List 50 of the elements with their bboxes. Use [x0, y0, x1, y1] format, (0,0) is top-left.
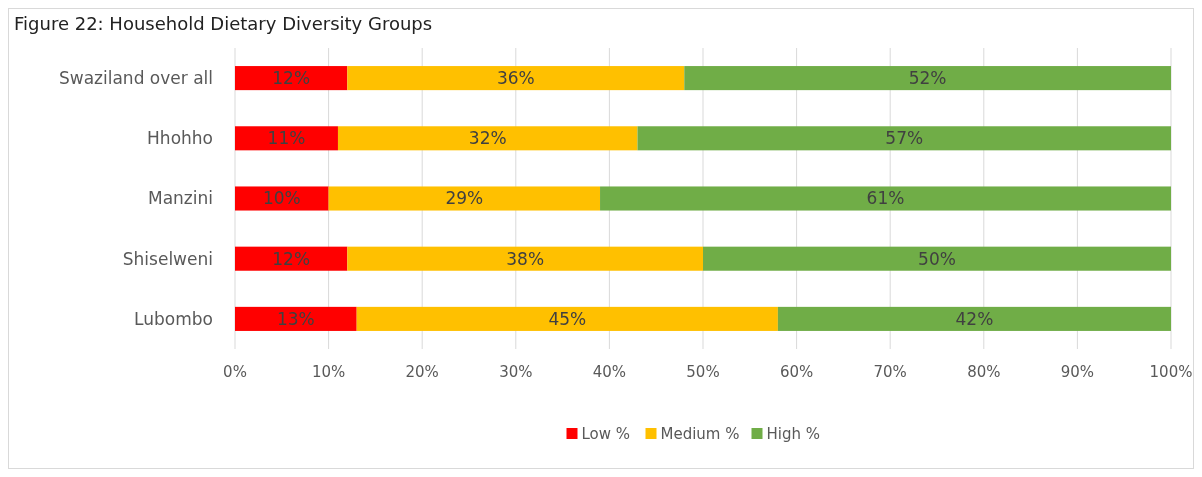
y-tick-label: Lubombo	[134, 308, 213, 329]
x-tick-label: 20%	[405, 363, 439, 381]
y-tick-label: Swaziland over all	[58, 68, 213, 89]
data-label: 12%	[272, 248, 311, 269]
x-tick-label: 10%	[311, 363, 346, 381]
bar	[684, 66, 1171, 91]
x-tick-label: 0%	[223, 363, 247, 381]
data-label: 61%	[866, 188, 905, 209]
data-label: 29%	[445, 188, 484, 209]
bar	[235, 126, 338, 151]
bar	[328, 186, 601, 211]
x-tick-label: 50%	[686, 363, 720, 381]
bar	[337, 126, 638, 151]
legend-label: Medium %	[660, 425, 740, 444]
data-label: 11%	[267, 128, 306, 149]
data-label: 42%	[955, 308, 994, 329]
y-tick-label: Hhohho	[147, 128, 213, 149]
data-label: 52%	[908, 68, 947, 89]
data-label: 32%	[468, 128, 507, 149]
data-label: 57%	[885, 128, 924, 149]
data-label: 45%	[548, 308, 587, 329]
bar	[777, 306, 1171, 331]
data-label: 38%	[506, 248, 545, 269]
bar	[600, 186, 1171, 211]
bar	[703, 246, 1171, 271]
x-tick-label: 70%	[873, 363, 907, 381]
data-label: 36%	[496, 68, 535, 89]
data-label: 12%	[272, 68, 311, 89]
data-label: 13%	[276, 308, 315, 329]
bar	[347, 246, 703, 271]
bar	[235, 66, 348, 91]
y-tick-label: Manzini	[147, 188, 213, 209]
bar	[235, 306, 357, 331]
bar	[347, 66, 685, 91]
bar	[235, 186, 329, 211]
bar	[235, 246, 348, 271]
x-tick-label: 40%	[592, 363, 627, 381]
legend-label: Low %	[581, 425, 631, 444]
bar	[637, 126, 1171, 151]
x-tick-label: 60%	[779, 363, 814, 381]
data-label: 10%	[262, 188, 301, 209]
x-tick-label: 100%	[1149, 363, 1193, 381]
chart-title: Figure 22: Household Dietary Diversity Groups	[14, 13, 433, 34]
bar	[356, 306, 778, 331]
x-tick-label: 80%	[967, 363, 1001, 381]
legend-label: High %	[766, 425, 820, 444]
x-tick-label: 30%	[499, 363, 533, 381]
data-label: 50%	[918, 248, 956, 269]
x-tick-label: 90%	[1060, 363, 1095, 381]
y-tick-label: Shiselweni	[122, 248, 213, 269]
